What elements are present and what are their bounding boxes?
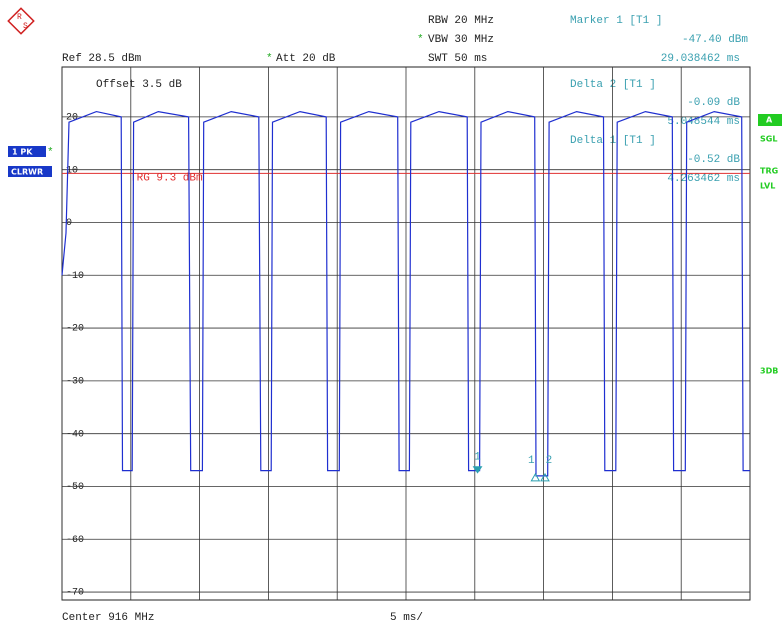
offset: Offset 3.5 dB — [96, 79, 182, 91]
trace-label: 1 PK — [12, 148, 33, 157]
marker-label: 2 — [546, 455, 553, 467]
3db-label: 3DB — [760, 367, 778, 376]
trace — [61, 110, 750, 477]
svg-text:S: S — [23, 22, 28, 31]
marker — [530, 472, 541, 482]
y-tick-label: -60 — [66, 535, 84, 546]
delta-time: 4.263462 ms — [667, 173, 740, 185]
delta-title: Delta 1 [T1 ] — [570, 135, 656, 147]
y-tick-label: -20 — [66, 324, 84, 335]
marker — [472, 466, 483, 474]
y-tick-label: -30 — [66, 377, 84, 388]
span: 5 ms/ — [390, 612, 423, 624]
trigger-label: TRG 9.3 dBm — [130, 172, 203, 184]
lvl-label: LVL — [760, 182, 775, 191]
y-tick-label: -10 — [66, 271, 84, 282]
svg-text:R: R — [17, 13, 22, 22]
marker-label: 1 — [474, 452, 481, 464]
marker-label: 1 — [528, 455, 535, 467]
marker-time: 29.038462 ms — [661, 53, 740, 65]
y-tick-label: 10 — [66, 165, 78, 176]
delta-time: 5.048544 ms — [667, 116, 740, 128]
rbw: RBW 20 MHz — [428, 15, 494, 27]
marker-value: -47.40 dBm — [682, 34, 748, 46]
logo: R S — [7, 7, 35, 35]
delta-value: -0.09 dB — [687, 97, 740, 109]
att: Att 20 dB — [276, 53, 336, 65]
y-tick-label: 0 — [66, 218, 72, 229]
mode-badge — [8, 166, 52, 177]
marker-title: Marker 1 [T1 ] — [570, 15, 662, 27]
swt: SWT 50 ms — [428, 53, 487, 65]
trace-badge — [8, 146, 46, 157]
a-badge — [758, 114, 782, 126]
y-tick-label: -50 — [66, 482, 84, 493]
y-tick-label: -40 — [66, 429, 84, 440]
trg-label: TRG — [760, 167, 778, 176]
sgl-label: SGL — [760, 135, 777, 144]
star: * — [47, 147, 54, 159]
delta-value: -0.52 dB — [687, 154, 740, 166]
ref: Ref 28.5 dBm — [62, 53, 142, 65]
mode-label: CLRWR — [11, 168, 43, 177]
delta-title: Delta 2 [T1 ] — [570, 79, 656, 91]
center: Center 916 MHz — [62, 612, 154, 624]
vbw: VBW 30 MHz — [428, 34, 494, 46]
star: * — [266, 53, 273, 65]
y-tick-label: 20 — [66, 113, 78, 124]
marker — [540, 472, 550, 482]
y-tick-label: -70 — [66, 588, 84, 599]
star: * — [417, 34, 424, 46]
a-label: A — [766, 116, 773, 125]
